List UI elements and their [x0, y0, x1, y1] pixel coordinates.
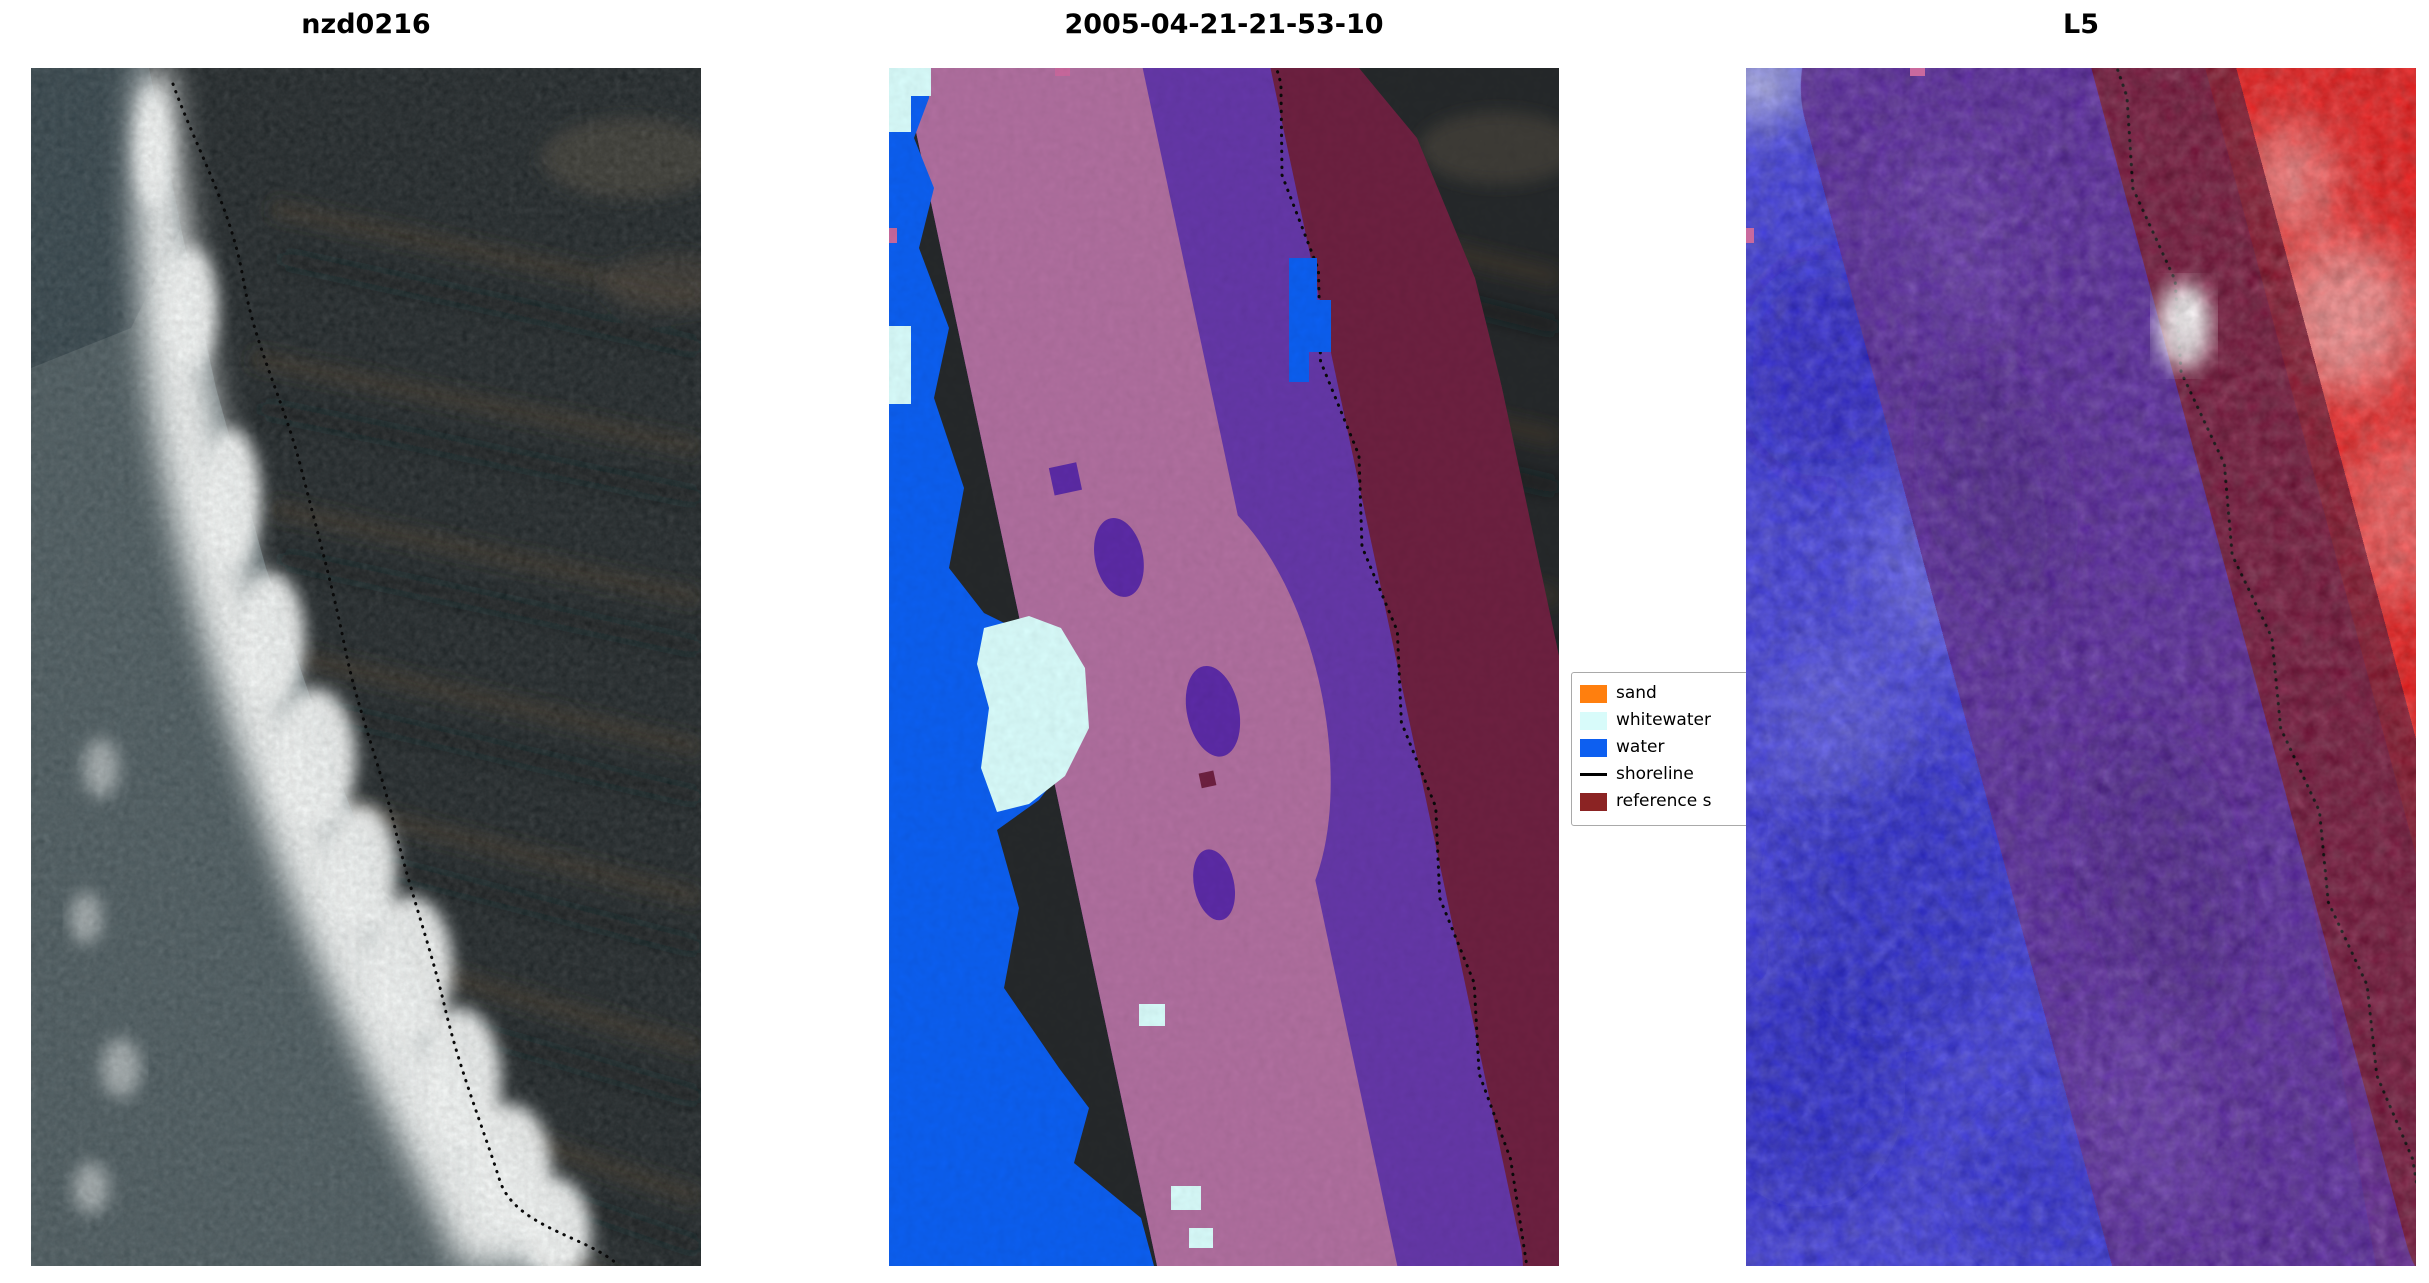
legend-item-shoreline: shoreline — [1580, 761, 1754, 788]
classification-image — [889, 68, 1559, 1266]
image-grain-dark — [1746, 68, 2416, 1266]
legend-label: sand — [1616, 683, 1657, 703]
legend-label: reference s — [1616, 791, 1712, 811]
legend-label: shoreline — [1616, 764, 1694, 784]
panel-title-nzd0216: nzd0216 — [301, 8, 431, 40]
sand-swatch — [1580, 684, 1607, 703]
legend-item-whitewater: whitewater — [1580, 707, 1754, 734]
panel-classification-image — [889, 68, 1559, 1266]
reference-shoreline-swatch — [1580, 792, 1607, 811]
panel-title-date: 2005-04-21-21-53-10 — [1064, 8, 1384, 40]
legend-item-water: water — [1580, 734, 1754, 761]
satellite-image — [31, 68, 701, 1266]
shoreline-line-swatch — [1580, 773, 1607, 776]
shoreline-dotted-line — [171, 82, 621, 1266]
legend-label: water — [1616, 737, 1665, 757]
whitewater-swatch — [1580, 711, 1607, 730]
panel-satellite-image — [31, 68, 701, 1266]
legend: sand whitewater water shoreline referenc… — [1571, 672, 1755, 826]
legend-item-sand: sand — [1580, 680, 1754, 707]
legend-label: whitewater — [1616, 710, 1711, 730]
image-grain — [889, 68, 1559, 1266]
l5-image — [1746, 68, 2416, 1266]
panel-l5-image — [1746, 68, 2416, 1266]
panel-title-l5: L5 — [2063, 8, 2099, 40]
reference-tick-marks — [1746, 68, 1925, 243]
image-grain-dark — [31, 68, 701, 1266]
legend-item-reference-shoreline: reference s — [1580, 788, 1754, 815]
water-swatch — [1580, 738, 1607, 757]
